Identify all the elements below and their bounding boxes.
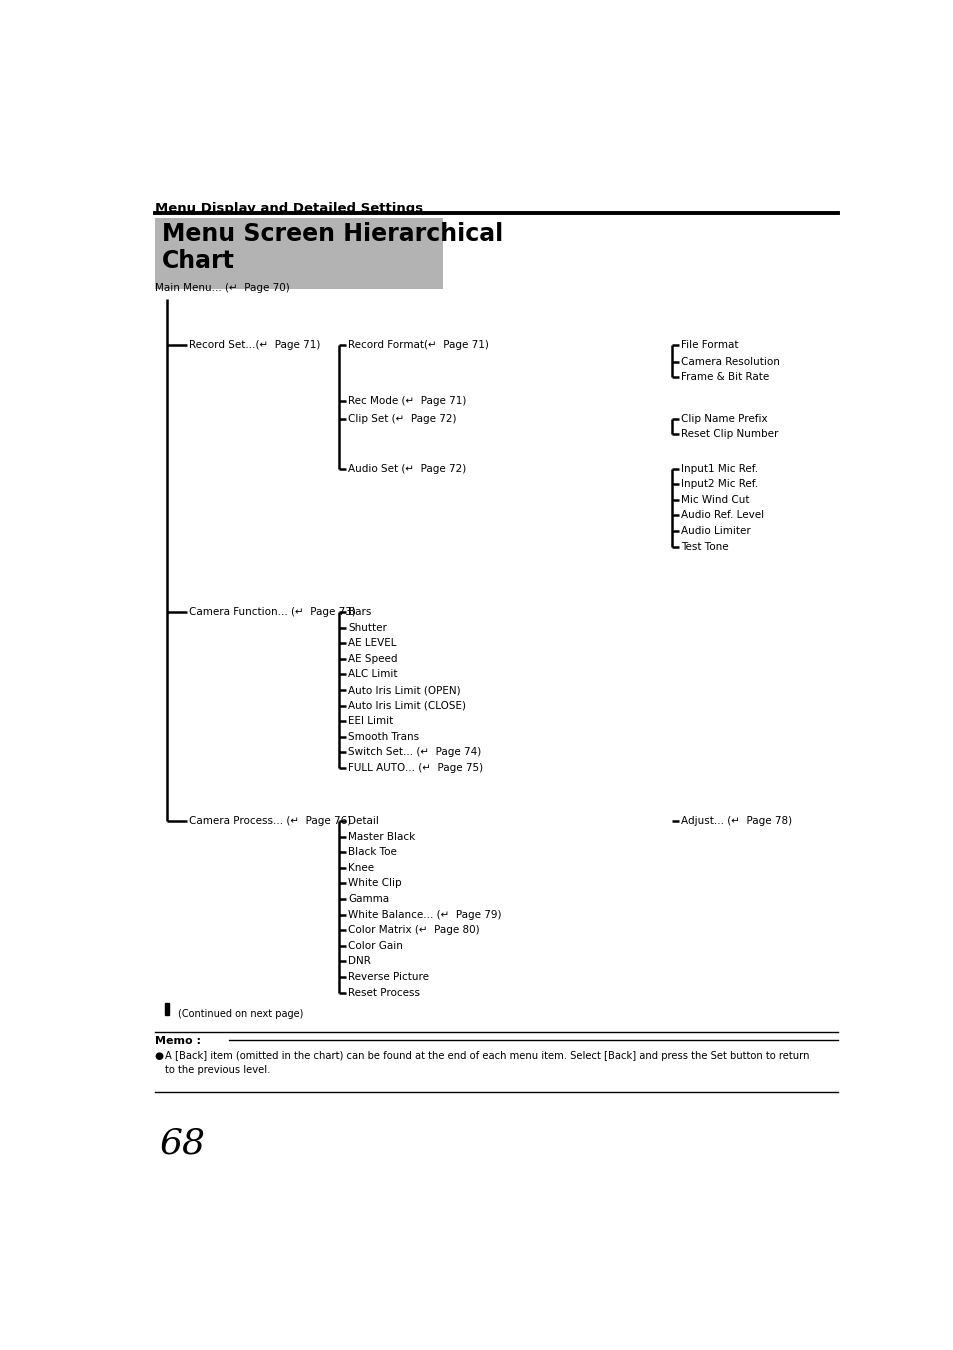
- Text: EEI Limit: EEI Limit: [348, 717, 394, 726]
- Text: Main Menu... (↵  Page 70): Main Menu... (↵ Page 70): [154, 284, 289, 293]
- Text: Switch Set... (↵  Page 74): Switch Set... (↵ Page 74): [348, 748, 481, 757]
- Text: Audio Set (↵  Page 72): Audio Set (↵ Page 72): [348, 463, 466, 474]
- Text: Bars: Bars: [348, 608, 372, 617]
- Text: Adjust... (↵  Page 78): Adjust... (↵ Page 78): [680, 815, 791, 826]
- Text: Color Matrix (↵  Page 80): Color Matrix (↵ Page 80): [348, 925, 479, 936]
- Text: Color Gain: Color Gain: [348, 941, 403, 950]
- Text: Clip Set (↵  Page 72): Clip Set (↵ Page 72): [348, 413, 456, 424]
- Text: White Clip: White Clip: [348, 879, 401, 888]
- Text: Auto Iris Limit (CLOSE): Auto Iris Limit (CLOSE): [348, 701, 466, 710]
- Text: Camera Process... (↵  Page 76): Camera Process... (↵ Page 76): [190, 815, 352, 826]
- Text: A [Back] item (omitted in the chart) can be found at the end of each menu item. : A [Back] item (omitted in the chart) can…: [165, 1050, 809, 1075]
- Text: FULL AUTO... (↵  Page 75): FULL AUTO... (↵ Page 75): [348, 763, 483, 774]
- Text: Auto Iris Limit (OPEN): Auto Iris Limit (OPEN): [348, 684, 460, 695]
- Text: File Format: File Format: [680, 340, 738, 350]
- Text: Camera Function... (↵  Page 73): Camera Function... (↵ Page 73): [190, 608, 356, 617]
- Text: Reset Process: Reset Process: [348, 988, 420, 998]
- Text: Reset Clip Number: Reset Clip Number: [680, 429, 778, 439]
- Text: Rec Mode (↵  Page 71): Rec Mode (↵ Page 71): [348, 396, 466, 406]
- Text: Reverse Picture: Reverse Picture: [348, 972, 429, 981]
- Text: Test Tone: Test Tone: [680, 541, 728, 552]
- Text: Record Format(↵  Page 71): Record Format(↵ Page 71): [348, 340, 489, 350]
- FancyBboxPatch shape: [154, 219, 442, 289]
- Text: ●: ●: [154, 1050, 164, 1061]
- Text: (Continued on next page): (Continued on next page): [178, 1010, 303, 1019]
- Text: Frame & Bit Rate: Frame & Bit Rate: [680, 373, 769, 382]
- Text: Memo :: Memo :: [154, 1037, 200, 1046]
- Text: AE LEVEL: AE LEVEL: [348, 639, 396, 648]
- Text: Smooth Trans: Smooth Trans: [348, 732, 419, 742]
- Text: Input2 Mic Ref.: Input2 Mic Ref.: [680, 479, 758, 489]
- Text: Black Toe: Black Toe: [348, 848, 396, 857]
- Text: White Balance... (↵  Page 79): White Balance... (↵ Page 79): [348, 910, 501, 919]
- Text: DNR: DNR: [348, 956, 371, 967]
- Text: Input1 Mic Ref.: Input1 Mic Ref.: [680, 463, 758, 474]
- Text: Master Black: Master Black: [348, 832, 416, 841]
- Text: Audio Limiter: Audio Limiter: [680, 526, 750, 536]
- Text: 68: 68: [160, 1127, 206, 1161]
- Text: Menu Display and Detailed Settings: Menu Display and Detailed Settings: [154, 201, 422, 215]
- Text: Record Set...(↵  Page 71): Record Set...(↵ Page 71): [190, 340, 320, 350]
- Text: Detail: Detail: [348, 815, 379, 826]
- Text: Clip Name Prefix: Clip Name Prefix: [680, 413, 767, 424]
- Text: Menu Screen Hierarchical
Chart: Menu Screen Hierarchical Chart: [162, 223, 503, 273]
- Text: AE Speed: AE Speed: [348, 653, 397, 664]
- Text: ALC Limit: ALC Limit: [348, 670, 397, 679]
- Text: Shutter: Shutter: [348, 622, 387, 633]
- Text: Audio Ref. Level: Audio Ref. Level: [680, 510, 763, 521]
- Text: Camera Resolution: Camera Resolution: [680, 356, 780, 367]
- Text: Mic Wind Cut: Mic Wind Cut: [680, 495, 749, 505]
- Text: Gamma: Gamma: [348, 894, 389, 904]
- Text: Knee: Knee: [348, 863, 375, 873]
